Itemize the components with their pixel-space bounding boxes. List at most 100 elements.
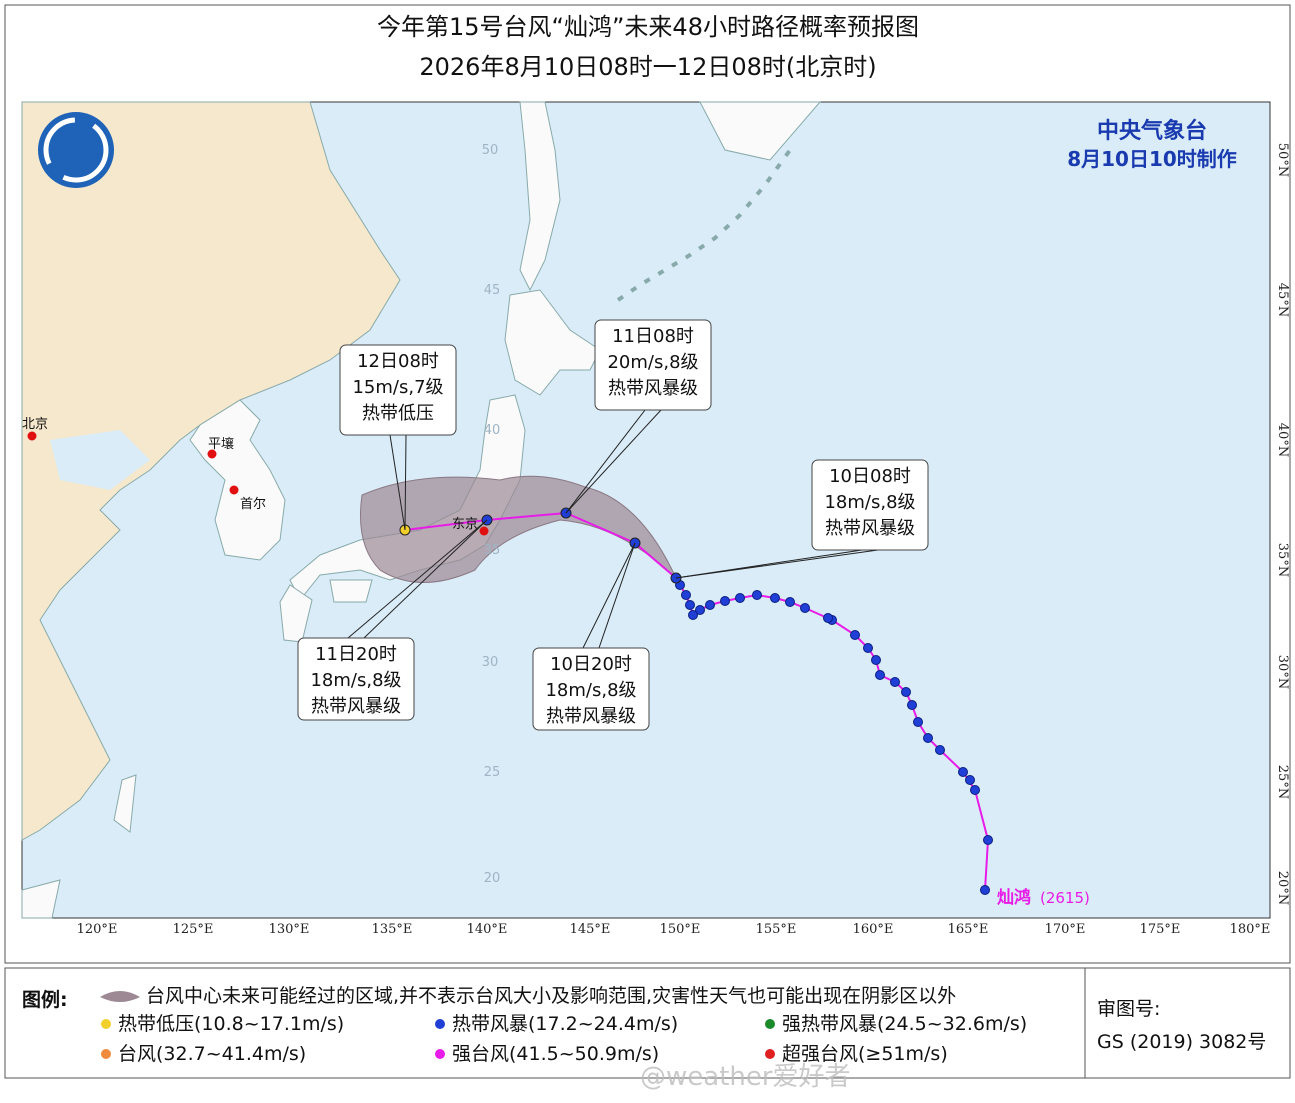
- callout-line: [582, 542, 636, 649]
- shikoku: [329, 579, 373, 603]
- lat-label: 20°N: [1275, 871, 1290, 905]
- callout-box: [339, 344, 457, 436]
- kyushu: [279, 584, 313, 643]
- bohai-sea: [50, 430, 150, 490]
- grid-label: 40: [484, 423, 501, 438]
- legend-symbol: [765, 1019, 775, 1029]
- legend-label: 热带低压(10.8~17.1m/s): [118, 1013, 344, 1035]
- track-point: [850, 630, 860, 640]
- grid-label: 35: [484, 543, 501, 558]
- callout-level: 热带风暴级: [546, 706, 636, 727]
- legend-symbol: [435, 1049, 445, 1059]
- city-label: 首尔: [240, 497, 266, 512]
- legend-label: 强台风(41.5~50.9m/s): [452, 1043, 659, 1065]
- lat-label: 35°N: [1275, 543, 1290, 577]
- callout-line: [565, 409, 662, 514]
- logo: [38, 112, 114, 188]
- callout-box: [594, 319, 712, 411]
- taiwan: [113, 774, 137, 833]
- lon-label: 135°E: [372, 922, 413, 937]
- hokkaido: [504, 289, 601, 396]
- storm-code: (2615): [1040, 889, 1090, 907]
- lon-label: 120°E: [77, 922, 118, 937]
- lat-label: 30°N: [1275, 655, 1290, 689]
- approval-code: GS (2019) 3082号: [1097, 1031, 1266, 1053]
- lon-label: 165°E: [948, 922, 989, 937]
- watermark: @weather爱好者: [640, 1062, 851, 1092]
- track-point: [980, 885, 990, 895]
- track-point: [823, 613, 833, 623]
- legend-label: 超强台风(≥51m/s): [782, 1043, 948, 1065]
- kuril-islands: [616, 148, 792, 302]
- track-point: [965, 775, 975, 785]
- kamchatka: [699, 101, 822, 161]
- legend-cone-text: 台风中心未来可能经过的区域,并不表示台风大小及影响范围,灾害性天气也可能出现在阴…: [146, 985, 956, 1007]
- lat-label: 45°N: [1275, 283, 1290, 317]
- track-points: [675, 580, 993, 895]
- lon-label: 175°E: [1140, 922, 1181, 937]
- lon-label: 160°E: [853, 922, 894, 937]
- track-point: [935, 745, 945, 755]
- lat-label: 25°N: [1275, 765, 1290, 799]
- city-dot: [229, 485, 239, 495]
- city-label: 东京: [452, 517, 478, 532]
- approval-label: 审图号:: [1097, 998, 1160, 1020]
- callout-level: 热带风暴级: [825, 518, 915, 539]
- issued: 8月10日10时制作: [1067, 147, 1237, 171]
- luzon: [21, 879, 61, 919]
- city-dot: [27, 431, 37, 441]
- callout-level: 热带风暴级: [608, 378, 698, 399]
- city-dot: [479, 526, 489, 536]
- track-point: [923, 733, 933, 743]
- agency: 中央气象台: [1097, 118, 1207, 144]
- legend-label: 强热带风暴(24.5~32.6m/s): [782, 1013, 1027, 1035]
- lon-label: 170°E: [1045, 922, 1086, 937]
- track-point: [958, 767, 968, 777]
- track-point: [913, 717, 923, 727]
- storm-name: 灿鸿: [997, 887, 1031, 908]
- track-point: [875, 670, 885, 680]
- callout-wind: 20m/s,8级: [607, 352, 698, 373]
- callout-line: [347, 519, 488, 639]
- grid-label: 25: [484, 765, 501, 780]
- legend-symbol: [101, 1049, 111, 1059]
- callout-line: [363, 519, 488, 639]
- track-point: [785, 597, 795, 607]
- callout-time: 11日08时: [612, 326, 694, 347]
- grid-label: 30: [482, 655, 499, 670]
- track-point: [752, 590, 762, 600]
- track-point: [901, 687, 911, 697]
- legend-title: 图例:: [22, 988, 68, 1011]
- lon-label: 145°E: [570, 922, 611, 937]
- track-point: [681, 590, 691, 600]
- grid-label: 50: [482, 143, 499, 158]
- callout-box: [811, 459, 929, 551]
- track-point: [720, 596, 730, 606]
- grid-label: 20: [484, 871, 501, 886]
- callout-level: 热带风暴级: [311, 696, 401, 717]
- lat-label: 40°N: [1275, 423, 1290, 457]
- lon-label: 125°E: [173, 922, 214, 937]
- callout-wind: 18m/s,8级: [824, 492, 915, 513]
- callout-level: 热带低压: [362, 403, 434, 424]
- legend-symbol: [435, 1019, 445, 1029]
- track-point: [970, 785, 980, 795]
- callout-line: [404, 434, 407, 531]
- city-label: 北京: [22, 417, 48, 432]
- mainland: [21, 101, 401, 841]
- callout-line: [675, 549, 879, 579]
- track-point: [890, 677, 900, 687]
- callout-time: 11日20时: [315, 644, 397, 665]
- city-dot: [207, 449, 217, 459]
- callout-line: [598, 542, 636, 649]
- callout-time: 12日08时: [357, 351, 439, 372]
- track-point: [685, 600, 695, 610]
- callout-line: [565, 409, 646, 514]
- legend-label: 热带风暴(17.2~24.4m/s): [452, 1013, 678, 1035]
- legend-symbol: [101, 1019, 111, 1029]
- callout-time: 10日20时: [550, 654, 632, 675]
- subtitle: 2026年8月10日08时一12日08时(北京时): [419, 53, 876, 81]
- callout-time: 10日08时: [829, 466, 911, 487]
- logo-inner: [43, 117, 109, 183]
